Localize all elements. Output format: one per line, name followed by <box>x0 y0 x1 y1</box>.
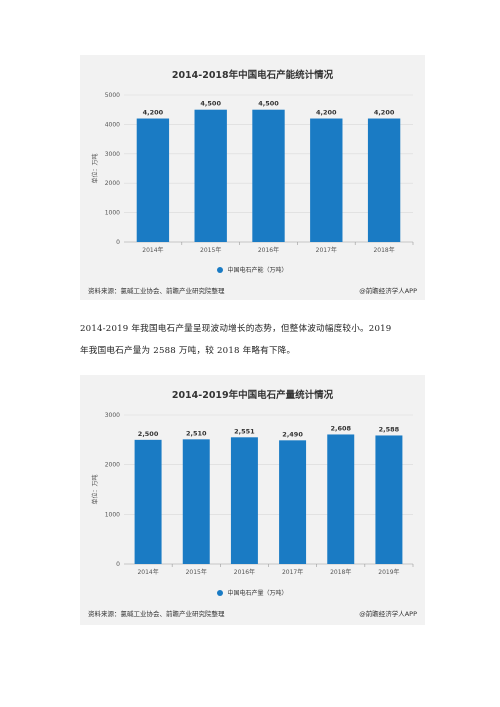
legend-label: 中国电石产量（万吨） <box>227 590 288 597</box>
x-tick-label: 2017年 <box>282 568 303 576</box>
chart-title: 2014-2019年中国电石产量统计情况 <box>171 390 334 401</box>
bar <box>134 439 162 564</box>
data-label: 4,200 <box>143 109 164 117</box>
bar <box>182 439 210 564</box>
data-label: 4,500 <box>200 100 221 108</box>
y-tick-label: 1000 <box>105 210 120 217</box>
x-tick-label: 2014年 <box>142 246 163 254</box>
x-tick-label: 2015年 <box>200 246 221 254</box>
data-label: 2,588 <box>379 425 400 433</box>
y-tick-label: 5000 <box>105 92 120 99</box>
y-axis-title: 单位：万吨 <box>91 153 99 183</box>
output-chart-card: 2014-2019年中国电石产量统计情况 0 1000 2000 3000 单位：万吨 2… <box>80 375 425 625</box>
data-label: 4,500 <box>258 100 279 108</box>
bar <box>367 118 401 242</box>
chart-legend: 中国电石产能（万吨） <box>80 265 425 274</box>
bar <box>279 440 307 564</box>
source-note: 资料来源：氯碱工业协会、前瞻产业研究院整理 <box>88 610 225 618</box>
legend-label: 中国电石产能（万吨） <box>227 267 288 274</box>
output-bar-chart: 0 1000 2000 3000 单位：万吨 2,500 2014年 2,510 2015年 2,… <box>91 412 414 576</box>
bar <box>136 118 170 242</box>
bar <box>194 109 227 242</box>
x-tick-label: 2014年 <box>137 568 158 576</box>
y-tick-label: 0 <box>116 239 120 246</box>
data-label: 2,608 <box>330 424 351 432</box>
y-tick-label: 1000 <box>105 511 120 518</box>
source-note: 资料来源：氯碱工业协会、前瞻产业研究院整理 <box>88 287 225 295</box>
publisher-credit: @前瞻经济学人APP <box>359 610 417 618</box>
x-tick-label: 2016年 <box>258 246 279 254</box>
bar <box>310 118 343 242</box>
paragraph-line: 年我国电石产量为 2588 万吨，较 2018 年略有下降。 <box>80 346 296 356</box>
y-tick-label: 0 <box>116 561 120 568</box>
y-axis-title: 单位：万吨 <box>91 474 99 504</box>
paragraph-line: 2014-2019 年我国电石产量呈现波动增长的态势，但整体波动幅度较小。201… <box>80 324 392 334</box>
chart-title: 2014-2018年中国电石产能统计情况 <box>171 70 334 81</box>
data-label: 2,490 <box>282 430 303 438</box>
data-label: 4,200 <box>374 109 395 117</box>
y-tick-label: 2000 <box>105 462 120 469</box>
bar <box>230 437 258 564</box>
x-tick-label: 2019年 <box>378 568 399 576</box>
data-label: 4,200 <box>316 109 337 117</box>
publisher-credit: @前瞻经济学人APP <box>359 287 417 295</box>
bar <box>375 435 403 564</box>
capacity-bar-chart: 0 1000 2000 3000 4000 5000 单位：万吨 4,200 2014年 4,50… <box>91 92 414 254</box>
data-label: 2,551 <box>234 427 255 435</box>
body-paragraph: 2014-2019 年我国电石产量呈现波动增长的态势，但整体波动幅度较小。201… <box>80 318 425 362</box>
y-tick-label: 2000 <box>105 180 120 187</box>
x-tick-label: 2015年 <box>186 568 207 576</box>
x-tick-label: 2018年 <box>373 246 394 254</box>
legend-marker <box>217 266 224 273</box>
y-tick-label: 3000 <box>105 151 120 158</box>
x-tick-label: 2018年 <box>330 568 351 576</box>
data-label: 2,500 <box>138 430 159 438</box>
x-tick-label: 2016年 <box>234 568 255 576</box>
legend-marker <box>217 589 224 596</box>
data-label: 2,510 <box>186 429 207 437</box>
y-tick-label: 3000 <box>105 412 120 419</box>
capacity-chart-card: 2014-2018年中国电石产能统计情况 0 1000 2000 3000 4000 50… <box>80 55 425 300</box>
x-tick-label: 2017年 <box>316 246 337 254</box>
chart-legend: 中国电石产量（万吨） <box>80 588 425 597</box>
bar <box>327 434 355 564</box>
bar <box>252 109 285 242</box>
y-tick-label: 4000 <box>105 121 120 128</box>
